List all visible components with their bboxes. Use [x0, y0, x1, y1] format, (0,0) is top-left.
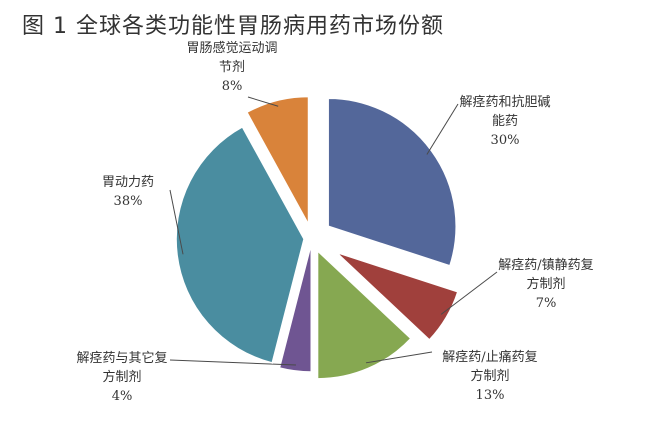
- leader-line-3: [365, 351, 433, 364]
- slice-name-line: 解痉药/止痛药复: [442, 349, 537, 365]
- slice-value-label: 8%: [222, 79, 243, 94]
- figure-title: 图 1 全球各类功能性胃肠病用药市场份额: [22, 14, 444, 39]
- slice-name-line: 解痉药/镇静药复: [498, 257, 593, 273]
- slice-name-line: 方制剂: [526, 276, 565, 292]
- slice-name-line: 胃动力药: [102, 175, 154, 190]
- leader-line-2: [440, 271, 498, 315]
- pie-slice-5: [175, 125, 305, 364]
- slice-name-line: 节剂: [219, 60, 245, 75]
- slice-value-label: 38%: [114, 194, 143, 209]
- slice-label-5: 胃动力药 38%: [102, 175, 154, 209]
- slice-value-label: 30%: [491, 133, 520, 148]
- leader-line-1: [426, 103, 459, 155]
- pie-slice-4: [278, 243, 312, 373]
- slice-label-6: 胃肠感觉运动调节剂 8%: [186, 40, 277, 94]
- leader-line-5: [169, 189, 184, 255]
- slice-value-label: 7%: [536, 296, 557, 311]
- pie-slice-3: [316, 249, 412, 380]
- leader-line-4: [169, 359, 296, 366]
- slice-name-line: 解痉药和抗胆碱: [459, 94, 550, 110]
- pie-slice-2: [335, 251, 459, 341]
- slice-name-line: 方制剂: [102, 369, 141, 385]
- slice-label-3: 解痉药/止痛药复方制剂 13%: [442, 349, 537, 403]
- slice-value-label: 13%: [476, 388, 505, 403]
- slice-label-1: 解痉药和抗胆碱能药 30%: [459, 94, 550, 148]
- slice-label-4: 解痉药与其它复方制剂 4%: [76, 350, 167, 404]
- pie-slice-6: [245, 95, 310, 225]
- slice-name-line: 胃肠感觉运动调: [186, 40, 277, 56]
- leader-line-6: [247, 96, 279, 107]
- slice-label-2: 解痉药/镇静药复方制剂 7%: [498, 257, 593, 311]
- slice-name-line: 能药: [492, 114, 518, 129]
- pie-slice-1: [327, 97, 457, 267]
- slice-name-line: 方制剂: [470, 368, 509, 384]
- slice-value-label: 4%: [112, 389, 133, 404]
- slice-name-line: 解痉药与其它复: [76, 350, 167, 366]
